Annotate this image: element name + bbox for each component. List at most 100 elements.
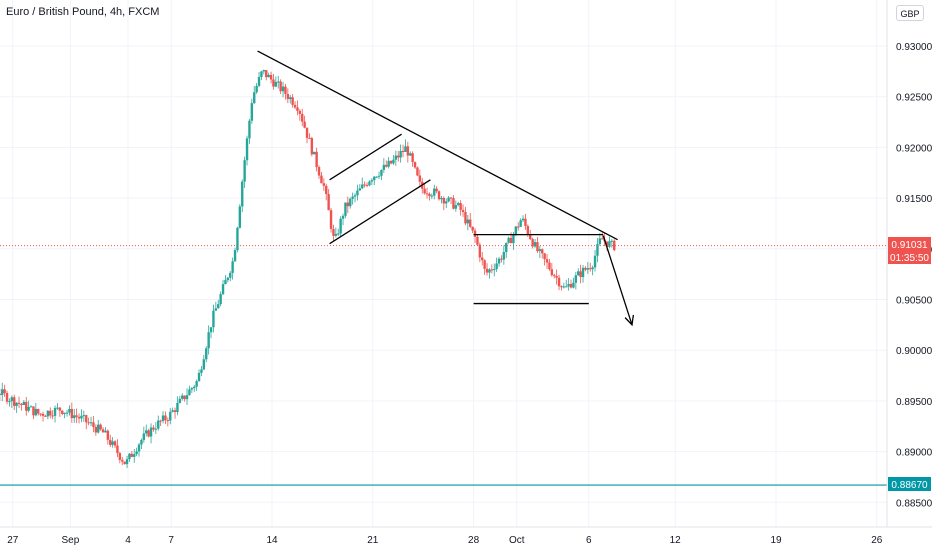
candle-body <box>229 272 232 278</box>
candle-body <box>250 103 254 121</box>
candle-body <box>322 183 326 186</box>
candle-body <box>224 280 227 285</box>
candle-body <box>248 120 251 139</box>
candle-body <box>293 104 297 108</box>
candle-body <box>164 415 167 421</box>
candle-body <box>217 304 220 309</box>
candle-body <box>277 81 280 83</box>
candle-body <box>109 439 112 445</box>
candle-body <box>87 422 90 424</box>
candle-body <box>512 234 515 244</box>
candle-body <box>370 180 374 182</box>
candle-body <box>509 237 513 244</box>
candle-body <box>461 209 465 213</box>
candle-body <box>500 258 503 260</box>
candle-body <box>27 406 30 411</box>
candle-body <box>25 401 28 411</box>
candle-body <box>560 286 563 288</box>
candle-body <box>430 195 434 197</box>
candle-body <box>397 155 400 158</box>
candle-body <box>550 269 554 276</box>
candle-body <box>92 422 95 427</box>
candle-body <box>334 233 338 236</box>
candle-body <box>521 218 525 221</box>
candle-body <box>457 203 460 206</box>
candle-body <box>243 160 246 182</box>
candle-body <box>409 153 412 156</box>
candle-body <box>548 262 551 270</box>
candle-body <box>257 76 261 86</box>
arrow-head <box>624 314 635 327</box>
candle-body <box>449 197 453 199</box>
candle-body <box>116 445 119 454</box>
x-tick-label: Oct <box>509 535 525 546</box>
candle-body <box>399 150 402 158</box>
candle-body <box>452 198 455 209</box>
candle-body <box>517 226 520 228</box>
chart-grid <box>0 0 887 527</box>
candle-body <box>75 415 78 417</box>
candle-body <box>104 430 107 433</box>
candle-body <box>85 415 88 423</box>
candle-body <box>65 412 69 414</box>
candle-body <box>22 401 26 406</box>
candle-body <box>368 181 371 186</box>
candle-body <box>344 202 347 216</box>
candle-body <box>157 420 160 429</box>
candle-body <box>284 86 287 95</box>
candle-body <box>169 411 172 421</box>
candle-body <box>339 218 342 234</box>
candle-body <box>473 230 477 237</box>
candle-body <box>375 176 378 178</box>
candle-body <box>320 175 323 184</box>
candle-body <box>341 215 345 219</box>
candle-body <box>289 97 292 100</box>
candle-body <box>581 267 585 278</box>
candle-body <box>176 402 179 413</box>
candle-body <box>58 407 62 411</box>
candle-body <box>298 110 302 114</box>
candle-body <box>401 150 405 152</box>
candle-body <box>543 253 546 260</box>
candle-body <box>5 392 9 402</box>
candle-body <box>253 92 256 104</box>
candle-body <box>166 420 170 422</box>
candle-body <box>598 238 602 245</box>
candle-body <box>310 138 314 155</box>
currency-button[interactable]: GBP <box>896 5 924 21</box>
candle-body <box>70 408 74 419</box>
y-tick-label: 0.90000 <box>896 346 932 357</box>
candle-body <box>579 271 582 278</box>
candle-body <box>44 415 47 417</box>
candle-body <box>106 430 110 440</box>
candle-body <box>593 255 597 268</box>
candle-body <box>61 410 64 414</box>
x-tick-label: 6 <box>586 535 592 546</box>
drawing-channel-upper <box>329 133 402 181</box>
candle-body <box>505 242 508 253</box>
candle-body <box>538 249 542 252</box>
candle-body <box>32 406 35 416</box>
candle-body <box>245 138 249 161</box>
candle-body <box>329 210 333 229</box>
candle-body <box>82 415 86 417</box>
last-price-label: 0.91031 01:35:50 <box>888 237 931 264</box>
candle-body <box>524 218 527 227</box>
candle-body <box>411 153 414 163</box>
candle-body <box>73 415 76 419</box>
candle-body <box>207 332 210 349</box>
candle-body <box>303 121 306 128</box>
candle-body <box>226 277 230 281</box>
candle-body <box>219 294 222 305</box>
candle-body <box>495 263 498 270</box>
candle-body <box>589 268 592 270</box>
candle-body <box>373 176 376 181</box>
candle-body <box>97 424 100 433</box>
drawing-channel-lower <box>329 179 431 245</box>
trend-drawings[interactable] <box>257 50 635 327</box>
candle-body <box>413 162 417 168</box>
candle-body <box>459 203 462 210</box>
candle-body <box>406 146 410 156</box>
candle-body <box>440 197 443 200</box>
